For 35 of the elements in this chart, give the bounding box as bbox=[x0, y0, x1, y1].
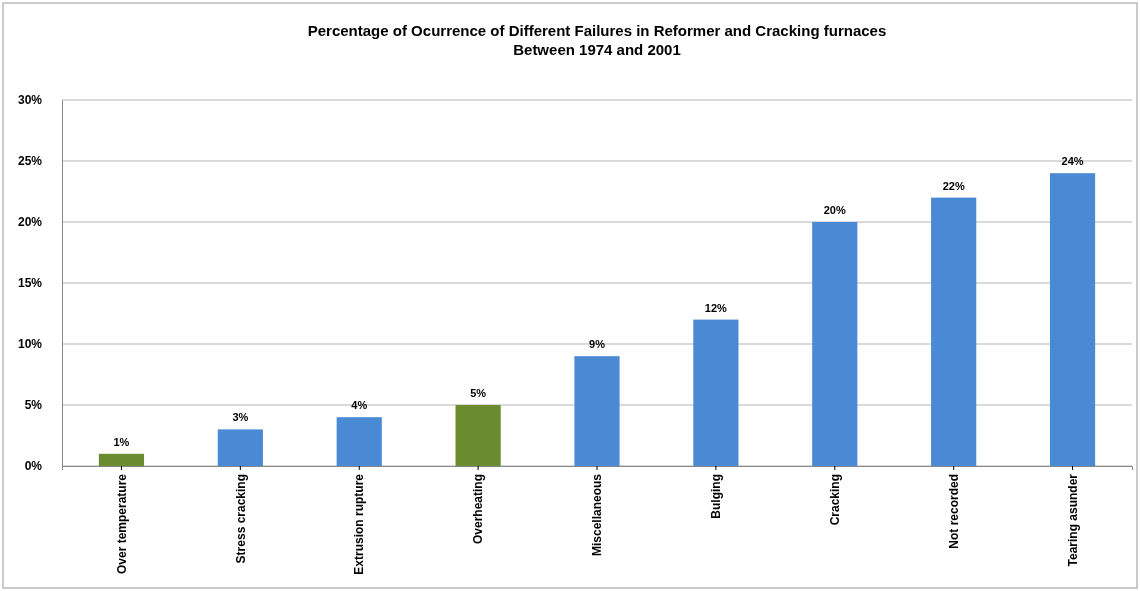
y-tick-label: 25% bbox=[17, 154, 43, 169]
y-tick-label: 10% bbox=[17, 337, 43, 352]
x-tick-label: Over temperature bbox=[114, 473, 129, 575]
bar bbox=[931, 197, 977, 466]
y-tick-label: 20% bbox=[17, 215, 43, 230]
x-tick-label: Cracking bbox=[827, 474, 842, 526]
x-tick-label: Stress cracking bbox=[233, 474, 248, 564]
bar bbox=[217, 429, 263, 466]
chart-title: Percentage of Ocurrence of Different Failures in Reformer and Cracking furnaces Between 1974 and 2001 bbox=[307, 22, 887, 58]
y-tick-label: 15% bbox=[17, 276, 43, 291]
data-label: 20% bbox=[823, 204, 846, 216]
x-tick-label: Miscellaneous bbox=[590, 473, 605, 557]
data-label: 4% bbox=[351, 399, 368, 412]
bar bbox=[693, 319, 739, 466]
bar bbox=[336, 417, 382, 466]
data-label: 3% bbox=[232, 411, 249, 424]
x-tick-label: Tearing asunder bbox=[1065, 473, 1080, 567]
data-label: 5% bbox=[470, 387, 487, 399]
y-tick-label: 5% bbox=[24, 398, 43, 413]
y-tick-label: 0% bbox=[24, 459, 43, 474]
x-tick-label: Bulging bbox=[709, 474, 724, 519]
bar bbox=[98, 453, 145, 466]
bar bbox=[574, 356, 620, 466]
data-label: 12% bbox=[704, 301, 728, 314]
x-tick-label: Overheating bbox=[471, 474, 486, 545]
data-label: 1% bbox=[113, 435, 130, 448]
bar bbox=[1049, 173, 1096, 466]
y-tick-label: 30% bbox=[17, 93, 43, 108]
x-tick-label: Not recorded bbox=[946, 474, 961, 549]
data-label: 22% bbox=[942, 179, 965, 192]
x-tick-label: Extrusion rupture bbox=[352, 473, 367, 575]
bar bbox=[812, 222, 858, 466]
data-label: 24% bbox=[1061, 155, 1084, 168]
bar bbox=[455, 405, 501, 466]
data-label: 9% bbox=[589, 338, 606, 351]
